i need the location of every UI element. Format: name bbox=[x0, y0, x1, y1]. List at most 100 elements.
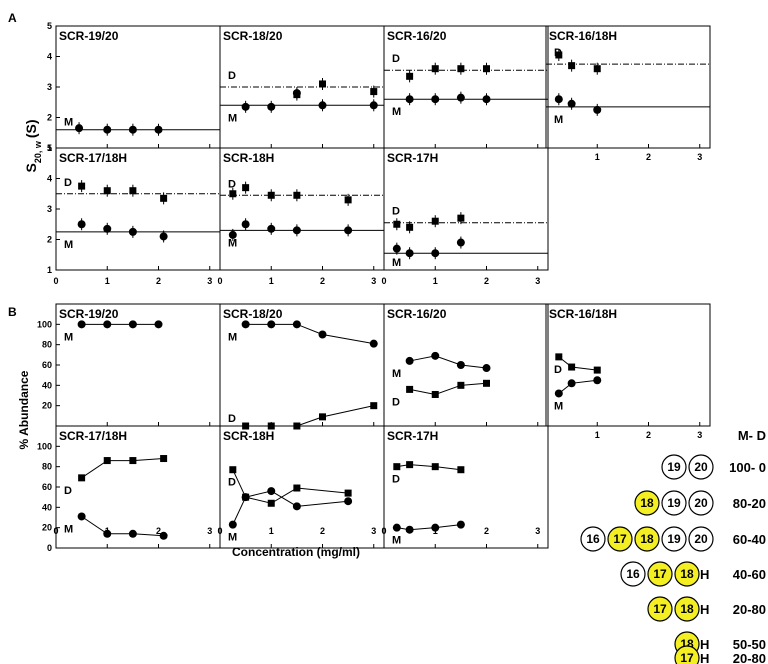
domain-circle bbox=[674, 596, 700, 622]
monomer-point bbox=[241, 102, 250, 111]
monomer-point bbox=[77, 512, 86, 521]
domain-label: 17 bbox=[653, 602, 667, 616]
dimer-point bbox=[568, 62, 576, 70]
dimer-point bbox=[431, 463, 439, 471]
dimer-point bbox=[393, 220, 401, 228]
x-tick-label: 2 bbox=[156, 526, 161, 536]
dimer-point bbox=[370, 88, 378, 96]
domain-label: 20 bbox=[694, 460, 708, 474]
subplot-frame bbox=[219, 425, 385, 549]
subplot-title: SCR-17H bbox=[387, 151, 438, 165]
subplot: SCR-16/18H M D bbox=[545, 303, 711, 427]
monomer-tag: M bbox=[228, 112, 237, 124]
monomer-series-line bbox=[396, 524, 461, 531]
monomer-point bbox=[431, 351, 440, 360]
schematic-header: M- D bbox=[738, 428, 766, 443]
dimer-point bbox=[431, 217, 439, 225]
monomer-point bbox=[392, 244, 401, 253]
monomer-point bbox=[456, 93, 465, 102]
dimer-point bbox=[431, 390, 439, 398]
subplot-frame bbox=[545, 303, 711, 427]
monomer-point bbox=[405, 525, 414, 534]
monomer-point bbox=[292, 502, 301, 511]
x-tick-label: 1 bbox=[595, 430, 600, 440]
domain-label: 20 bbox=[694, 496, 708, 510]
x-tick-label: 3 bbox=[207, 526, 212, 536]
dimer-point bbox=[457, 466, 465, 474]
ratio-label: 50-50 bbox=[733, 637, 766, 652]
monomer-point bbox=[103, 320, 112, 329]
subplot-frame bbox=[383, 147, 549, 271]
y-tick-label: 2 bbox=[47, 113, 52, 123]
y-tick-label: 20 bbox=[42, 523, 52, 533]
domain-suffix: H bbox=[700, 651, 709, 664]
subplot-title: SCR-16/20 bbox=[387, 307, 447, 321]
monomer-series-line bbox=[558, 379, 598, 394]
domain-circle bbox=[607, 526, 633, 552]
subplot: SCR-18H M D bbox=[219, 425, 385, 549]
monomer-point bbox=[369, 339, 378, 348]
domain-circle bbox=[661, 454, 687, 480]
dimer-point bbox=[78, 182, 86, 190]
dimer-point bbox=[293, 484, 301, 492]
dimer-point bbox=[457, 214, 465, 222]
monomer-point bbox=[456, 520, 465, 529]
monomer-point bbox=[292, 89, 301, 98]
subplot-title: SCR-18/20 bbox=[223, 29, 283, 43]
dimer-point bbox=[129, 457, 137, 465]
x-tick-label: 0 bbox=[53, 276, 58, 286]
panel-label-a: A bbox=[8, 11, 17, 25]
dimer-tag: D bbox=[64, 485, 72, 497]
subplot: SCR-16/18H M D bbox=[545, 25, 711, 149]
dimer-tag: D bbox=[554, 364, 562, 376]
abundance-chart: SCR-19/20M20406080100SCR-18/20MDSCR-16/2… bbox=[37, 303, 711, 553]
y-axis-label-main: S bbox=[23, 163, 39, 172]
ratio-label: 40-60 bbox=[733, 567, 766, 582]
monomer-point bbox=[554, 389, 563, 398]
y-tick-label: 1 bbox=[47, 143, 52, 153]
dimer-point bbox=[431, 65, 439, 73]
dimer-tag: D bbox=[228, 477, 236, 489]
subplot-frame bbox=[219, 147, 385, 271]
schematic-row: 18 19 20 80-20 bbox=[634, 490, 766, 516]
dimer-series-line bbox=[81, 458, 164, 479]
monomer-tag: M bbox=[392, 368, 401, 380]
monomer-point bbox=[154, 125, 163, 134]
ratio-label: 20-80 bbox=[733, 602, 766, 617]
monomer-point bbox=[593, 105, 602, 114]
domain-circle bbox=[688, 490, 714, 516]
dimer-point bbox=[293, 191, 301, 199]
domain-label: 17 bbox=[613, 532, 627, 546]
dimer-series-line bbox=[558, 356, 598, 371]
dimer-point bbox=[406, 223, 414, 231]
y-tick-label: 40 bbox=[42, 380, 52, 390]
monomer-point bbox=[567, 379, 576, 388]
schematic-row: 19 20 100- 0 bbox=[661, 454, 766, 480]
monomer-point bbox=[159, 531, 168, 540]
monomer-tag: M bbox=[228, 532, 237, 544]
domain-circle bbox=[674, 645, 700, 664]
dimer-tag: D bbox=[392, 474, 400, 486]
monomer-point bbox=[318, 101, 327, 110]
monomer-tag: M bbox=[64, 239, 73, 251]
domain-label: 19 bbox=[667, 460, 681, 474]
dimer-point bbox=[229, 190, 237, 198]
dimer-tag: D bbox=[64, 177, 72, 189]
domain-circle bbox=[647, 561, 673, 587]
x-axis-label-b: Concentration (mg/ml) bbox=[232, 545, 360, 559]
dimer-point bbox=[319, 80, 326, 88]
x-tick-label: 2 bbox=[646, 430, 651, 440]
x-tick-label: 2 bbox=[320, 276, 325, 286]
y-tick-label: 4 bbox=[47, 52, 52, 62]
monomer-point bbox=[128, 227, 137, 236]
y-axis-label-a: S20, w (S) bbox=[23, 119, 43, 172]
monomer-tag: M bbox=[392, 535, 401, 547]
monomer-point bbox=[344, 226, 353, 235]
subplot-title: SCR-19/20 bbox=[59, 29, 119, 43]
monomer-point bbox=[159, 232, 168, 241]
domain-circle bbox=[580, 526, 606, 552]
x-tick-label: 3 bbox=[535, 526, 540, 536]
monomer-point bbox=[431, 523, 440, 532]
monomer-point bbox=[128, 125, 137, 134]
